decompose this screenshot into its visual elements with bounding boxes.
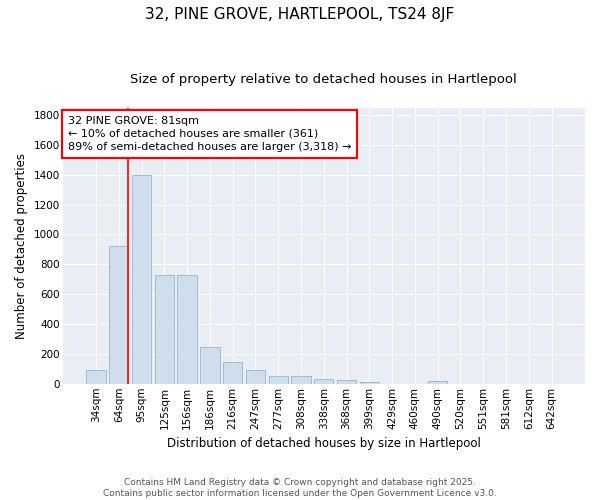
Bar xyxy=(359,382,379,384)
Bar xyxy=(246,370,265,384)
Bar xyxy=(200,347,220,384)
Text: 32 PINE GROVE: 81sqm
← 10% of detached houses are smaller (361)
89% of semi-deta: 32 PINE GROVE: 81sqm ← 10% of detached h… xyxy=(68,116,352,152)
Bar xyxy=(155,275,174,384)
Bar xyxy=(269,376,288,384)
Bar xyxy=(109,246,128,384)
Text: 32, PINE GROVE, HARTLEPOOL, TS24 8JF: 32, PINE GROVE, HARTLEPOOL, TS24 8JF xyxy=(145,8,455,22)
Bar xyxy=(292,376,311,384)
X-axis label: Distribution of detached houses by size in Hartlepool: Distribution of detached houses by size … xyxy=(167,437,481,450)
Title: Size of property relative to detached houses in Hartlepool: Size of property relative to detached ho… xyxy=(130,72,517,86)
Text: Contains HM Land Registry data © Crown copyright and database right 2025.
Contai: Contains HM Land Registry data © Crown c… xyxy=(103,478,497,498)
Bar xyxy=(178,275,197,384)
Bar xyxy=(314,380,334,384)
Bar xyxy=(223,362,242,384)
Bar xyxy=(132,174,151,384)
Bar xyxy=(337,380,356,384)
Bar xyxy=(428,381,448,384)
Bar xyxy=(86,370,106,384)
Y-axis label: Number of detached properties: Number of detached properties xyxy=(15,152,28,338)
